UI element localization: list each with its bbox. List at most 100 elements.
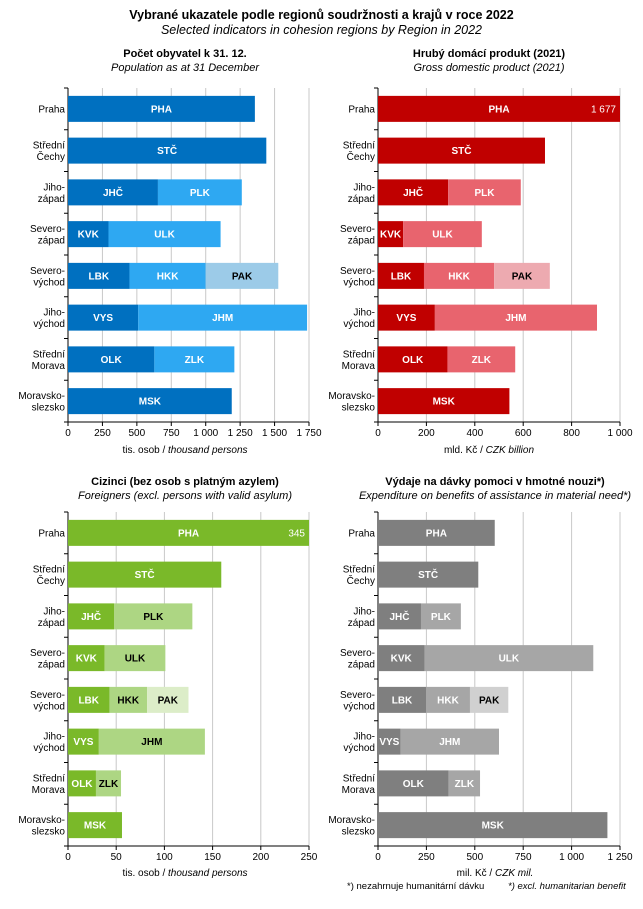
region-label: Jiho-východ — [33, 732, 65, 755]
bar-segment-vys — [68, 304, 139, 331]
bar-segment-kvk — [378, 645, 425, 672]
bar-segment-msk — [68, 388, 232, 415]
bar-segment-stč — [68, 137, 267, 164]
bar-label: PLK — [143, 612, 164, 623]
x-tick-label: 150 — [204, 852, 221, 863]
bar-segment-plk — [114, 603, 193, 630]
bar-label: PAK — [158, 695, 179, 706]
bar-segment-plk — [157, 179, 242, 206]
bar-label: KVK — [391, 654, 413, 665]
bar-value-label: 345 — [288, 528, 305, 539]
region-label: Střední Čechy — [33, 565, 65, 588]
region-label: Moravsko-slezsko — [328, 391, 375, 414]
bar-segment-stč — [68, 561, 222, 588]
bar-label: PAK — [512, 271, 533, 282]
region-label: Jiho-západ — [38, 182, 65, 205]
bar-value-label: 1 677 — [591, 104, 616, 115]
bar-segment-jhč — [68, 179, 158, 206]
bar-segment-vys — [378, 728, 401, 755]
bar-segment-pha — [378, 95, 620, 122]
chart-subtitle: Gross domestic product (2021) — [413, 62, 564, 74]
bar-segment-plk — [420, 603, 461, 630]
x-tick-label: 200 — [252, 852, 269, 863]
region-label: Severo-východ — [30, 266, 65, 289]
bar-segment-zlk — [447, 346, 516, 373]
bar-label: PHA — [178, 528, 199, 539]
x-axis-label-cz: tis. osob / — [122, 868, 168, 879]
x-axis-label-cz: mld. Kč / — [444, 445, 486, 456]
x-axis-label: tis. osob / thousand persons — [122, 445, 247, 456]
bar-segment-jhč — [378, 603, 421, 630]
bar-label: LBK — [78, 695, 99, 706]
bar-segment-olk — [68, 346, 155, 373]
bar-label: MSK — [433, 397, 456, 408]
bar-label: JHČ — [81, 610, 101, 623]
bar-segment-ulk — [424, 645, 594, 672]
region-label: Moravsko-slezsko — [18, 815, 65, 838]
bar-segment-lbk — [68, 262, 130, 289]
x-axis-label-cz: mil. Kč / — [457, 868, 495, 879]
bar-segment-olk — [68, 770, 96, 797]
bar-label: JHM — [439, 737, 460, 748]
bar-segment-ulk — [104, 645, 166, 672]
bar-segment-ulk — [108, 221, 221, 248]
bar-label: ULK — [499, 654, 520, 665]
bar-label: ULK — [125, 654, 146, 665]
x-tick-label: 250 — [418, 852, 435, 863]
bar-segment-stč — [378, 137, 545, 164]
bar-label: VYS — [379, 737, 399, 748]
bar-segment-jhč — [68, 603, 115, 630]
x-tick-label: 1 000 — [193, 428, 218, 439]
region-label: Jiho-východ — [33, 308, 65, 331]
bar-segment-jhč — [378, 179, 449, 206]
bar-segment-kvk — [68, 645, 105, 672]
x-tick-label: 1 250 — [228, 428, 253, 439]
region-label: Severo-východ — [30, 690, 65, 713]
region-label: Praha — [348, 528, 375, 539]
bar-label: PLK — [190, 188, 211, 199]
region-label: Praha — [38, 104, 65, 115]
bar-label: VYS — [396, 313, 416, 324]
bar-label: JHČ — [403, 186, 423, 199]
x-tick-label: 0 — [65, 428, 71, 439]
bar-label: JHM — [212, 313, 233, 324]
bar-segment-pha — [378, 519, 495, 546]
bar-segment-plk — [448, 179, 521, 206]
bar-label: OLK — [101, 355, 123, 366]
region-label: Jiho-západ — [348, 182, 375, 205]
bar-label: VYS — [73, 737, 93, 748]
bar-segment-jhm — [400, 728, 499, 755]
x-axis-label: tis. osob / thousand persons — [122, 868, 247, 879]
region-label: Severo-východ — [340, 690, 375, 713]
x-tick-label: 1 750 — [296, 428, 321, 439]
region-label: Severo-západ — [30, 648, 65, 671]
x-axis-label-en: CZK billion — [486, 445, 535, 456]
bar-label: MSK — [139, 397, 162, 408]
footnote-cz: *) nezahrnuje humanitární dávku — [347, 881, 485, 892]
region-label: Severo-západ — [340, 648, 375, 671]
x-tick-label: 750 — [515, 852, 532, 863]
chart-title: Hrubý domácí produkt (2021) — [413, 48, 566, 60]
bar-label: LBK — [88, 271, 109, 282]
bar-label: LBK — [391, 271, 412, 282]
x-tick-label: 50 — [111, 852, 123, 863]
bar-segment-pak — [147, 686, 189, 713]
chart-subtitle: Foreigners (excl. persons with valid asy… — [78, 490, 292, 502]
bar-segment-hkk — [109, 686, 148, 713]
bar-segment-lbk — [378, 686, 427, 713]
region-label: Jiho-východ — [343, 308, 375, 331]
bar-label: JHČ — [103, 186, 123, 199]
bar-label: ZLK — [99, 779, 119, 790]
x-tick-label: 0 — [375, 428, 381, 439]
bar-label: KVK — [76, 654, 98, 665]
bar-label: ULK — [154, 230, 175, 241]
bar-segment-hkk — [426, 686, 470, 713]
x-tick-label: 500 — [129, 428, 146, 439]
x-tick-label: 800 — [563, 428, 580, 439]
x-tick-label: 200 — [418, 428, 435, 439]
bar-segment-olk — [378, 770, 449, 797]
x-tick-label: 400 — [466, 428, 483, 439]
bar-label: KVK — [78, 230, 100, 241]
